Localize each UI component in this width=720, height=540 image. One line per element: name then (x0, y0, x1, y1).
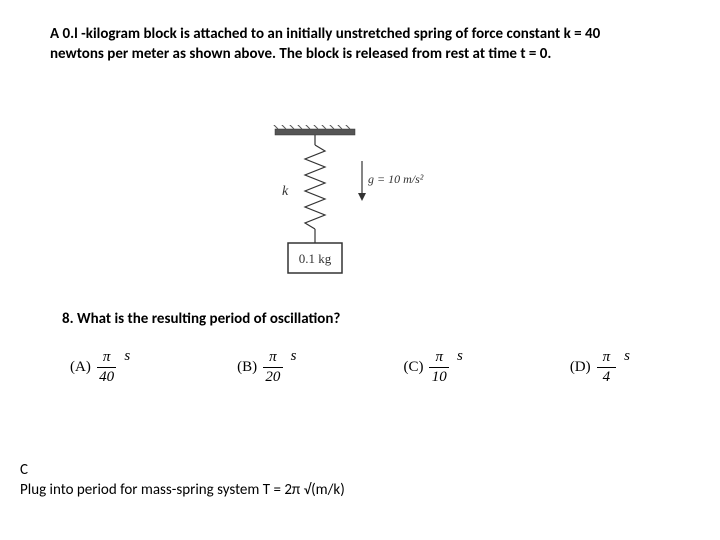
choice-fraction: π 20 (263, 350, 283, 385)
problem-statement: A 0.l -kilogram block is attached to an … (50, 24, 650, 65)
choice-a: (A) π 40 s (70, 350, 130, 385)
spring-mass-diagram: k 0.1 kg g = 10 m/s² (250, 125, 450, 285)
mass-label: 0.1 kg (299, 251, 332, 266)
choice-label: (C) (403, 359, 423, 376)
answer-explanation: Plug into period for mass-spring system … (20, 480, 345, 500)
choice-c: (C) π 10 s (403, 350, 462, 385)
choice-fraction: π 10 (429, 350, 449, 385)
choice-fraction: π 40 (97, 350, 117, 385)
choice-label: (D) (570, 359, 591, 376)
choice-label: (B) (237, 359, 257, 376)
choice-d: (D) π 4 s (570, 350, 630, 385)
choice-b: (B) π 20 s (237, 350, 296, 385)
answer-letter: C (20, 460, 345, 480)
k-label: k (282, 184, 289, 199)
g-label: g = 10 m/s² (368, 172, 424, 186)
question-text: 8. What is the resulting period of oscil… (62, 310, 340, 328)
answer-block: C Plug into period for mass-spring syste… (20, 460, 345, 501)
choice-fraction: π 4 (597, 350, 617, 385)
answer-choices: (A) π 40 s (B) π 20 s (C) π 10 s (D) π 4… (70, 350, 630, 385)
choice-label: (A) (70, 359, 91, 376)
